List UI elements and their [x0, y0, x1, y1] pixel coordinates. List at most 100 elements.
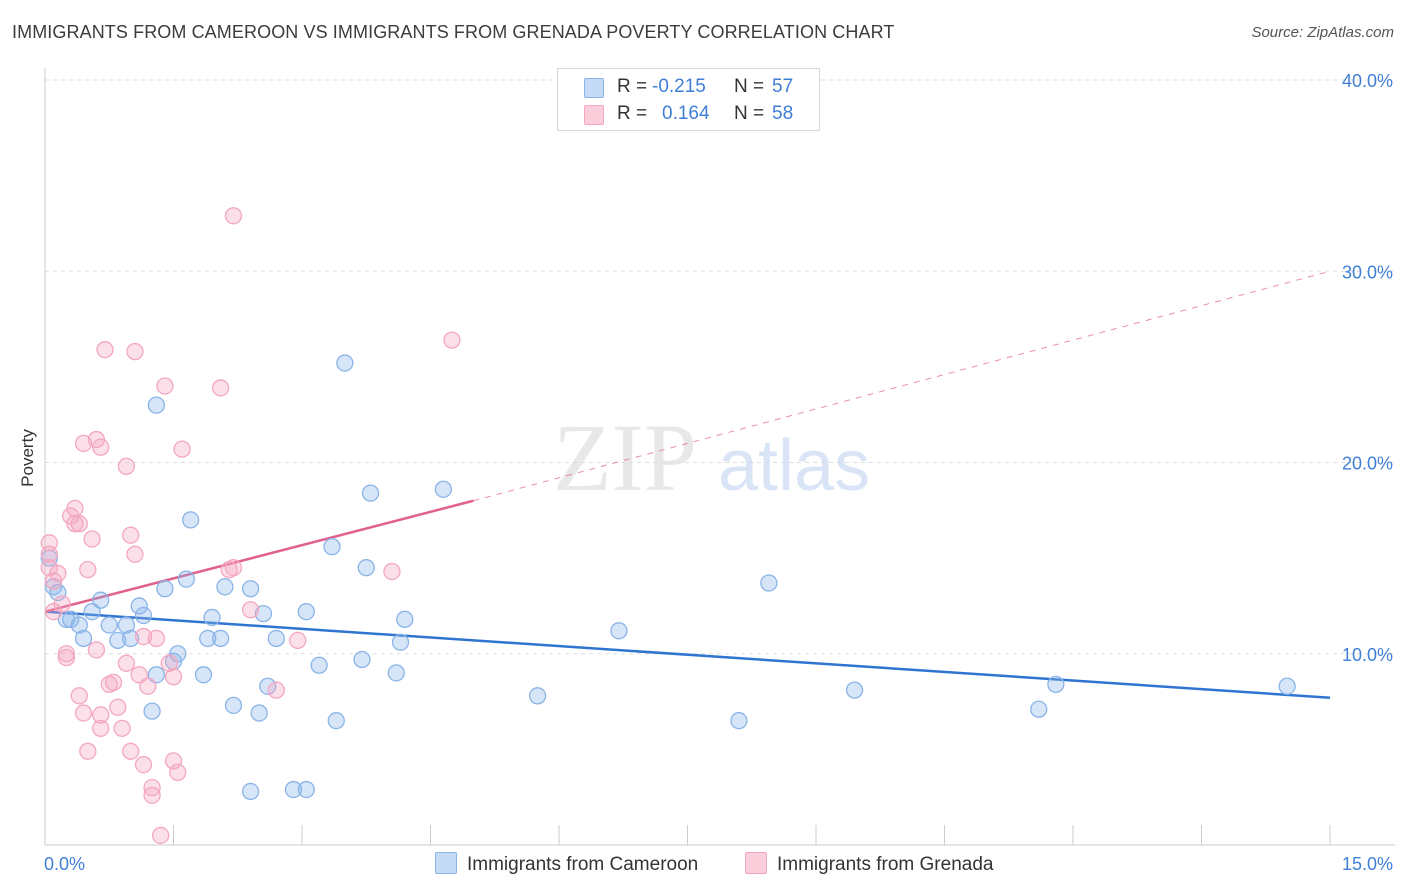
point-cameroon: [211, 629, 230, 648]
point-cameroon: [143, 702, 161, 720]
axes: [44, 68, 1395, 846]
point-cameroon: [177, 570, 196, 588]
y-axis-label: Poverty: [18, 429, 37, 487]
point-cameroon: [434, 480, 453, 498]
point-grenada: [122, 526, 140, 544]
bottom-legend-cameroon: Immigrants from Cameroon: [435, 852, 698, 876]
point-grenada: [57, 645, 76, 663]
legend-swatch-grenada: [584, 105, 604, 125]
legend-r-label: R =: [617, 76, 648, 97]
legend-n-value: 57: [772, 76, 794, 97]
bottom-legend-label-cameroon: Immigrants from Cameroon: [467, 854, 699, 875]
point-grenada: [134, 627, 153, 646]
point-grenada: [79, 742, 97, 760]
point-cameroon: [109, 631, 127, 650]
point-cameroon: [284, 780, 303, 799]
point-grenada: [147, 629, 166, 648]
point-cameroon: [845, 681, 864, 699]
chart-source: Source: ZipAtlas.com: [1251, 24, 1394, 41]
point-grenada: [74, 434, 93, 453]
point-grenada: [267, 681, 285, 699]
point-grenada: [92, 438, 110, 456]
point-grenada: [87, 641, 106, 659]
point-cameroon: [267, 629, 285, 648]
bottom-legend-swatch-grenada: [745, 852, 767, 874]
point-cameroon: [396, 610, 414, 628]
point-grenada: [143, 778, 161, 797]
watermark-atlas: atlas: [718, 426, 870, 506]
point-cameroon: [250, 704, 268, 722]
point-grenada: [70, 515, 88, 533]
point-cameroon: [387, 664, 405, 682]
point-grenada: [122, 742, 140, 760]
point-grenada: [49, 564, 67, 583]
point-grenada: [74, 704, 93, 722]
point-cameroon: [203, 608, 221, 627]
bottom-legend-label-grenada: Immigrants from Grenada: [777, 854, 994, 875]
point-cameroon: [117, 616, 136, 634]
point-grenada: [169, 763, 187, 781]
point-grenada: [79, 560, 97, 579]
legend-n-label: N =: [734, 103, 765, 124]
legend-r-value: -0.215: [652, 76, 706, 97]
point-cameroon: [147, 666, 166, 684]
y-tick-label: 10.0%: [1342, 645, 1393, 665]
point-grenada: [117, 654, 136, 672]
point-grenada: [126, 545, 144, 563]
watermark-zip: ZIP: [553, 404, 697, 511]
legend-r-value: 0.164: [662, 103, 710, 124]
point-cameroon: [391, 633, 410, 651]
point-cameroon: [169, 645, 187, 663]
trend-lines: [44, 270, 1331, 699]
point-grenada: [126, 342, 144, 361]
point-grenada: [53, 595, 71, 613]
point-cameroon: [760, 574, 778, 592]
point-cameroon: [1030, 700, 1048, 718]
point-cameroon: [361, 484, 380, 502]
point-cameroon: [40, 549, 58, 567]
bottom-legend-swatch-cameroon: [435, 852, 457, 874]
point-cameroon: [216, 578, 234, 596]
point-grenada: [104, 673, 123, 692]
trend-line-grenada-extended: [473, 270, 1331, 502]
legend-r-label: R =: [617, 103, 648, 124]
grid-lines: [45, 79, 1395, 655]
point-grenada: [151, 826, 170, 845]
trend-line-grenada: [44, 499, 474, 613]
point-cameroon: [1047, 675, 1065, 693]
point-cameroon: [194, 666, 213, 684]
point-grenada: [113, 719, 131, 737]
legend-n-label: N =: [734, 76, 765, 97]
point-grenada: [66, 499, 84, 518]
point-grenada: [160, 654, 178, 672]
correlation-legend: R = -0.215 N = 57 R = 0.164 N = 58: [557, 68, 820, 131]
point-cameroon: [70, 616, 88, 634]
point-cameroon: [730, 712, 748, 730]
y-tick-label: 30.0%: [1342, 262, 1393, 282]
point-grenada: [383, 562, 401, 581]
point-grenada: [117, 457, 136, 475]
watermark: ZIP atlas: [553, 404, 870, 511]
point-grenada: [139, 677, 157, 695]
point-cameroon: [297, 780, 315, 799]
point-cameroon: [62, 610, 80, 628]
legend-swatch-cameroon: [584, 78, 604, 98]
point-cameroon: [610, 622, 628, 640]
point-grenada: [130, 666, 148, 684]
point-grenada: [66, 515, 84, 533]
point-cameroon: [259, 677, 277, 695]
point-cameroon: [1278, 677, 1296, 695]
point-grenada: [211, 379, 230, 397]
point-cameroon: [224, 696, 243, 715]
x-tick-label-max: 15.0%: [1342, 854, 1393, 874]
point-grenada: [92, 719, 110, 737]
point-cameroon: [323, 538, 341, 556]
point-cameroon: [122, 629, 140, 648]
point-grenada: [164, 668, 183, 686]
point-grenada: [443, 331, 461, 349]
point-grenada: [83, 530, 101, 548]
point-cameroon: [83, 603, 101, 621]
point-cameroon: [241, 782, 260, 801]
point-grenada: [156, 377, 174, 395]
